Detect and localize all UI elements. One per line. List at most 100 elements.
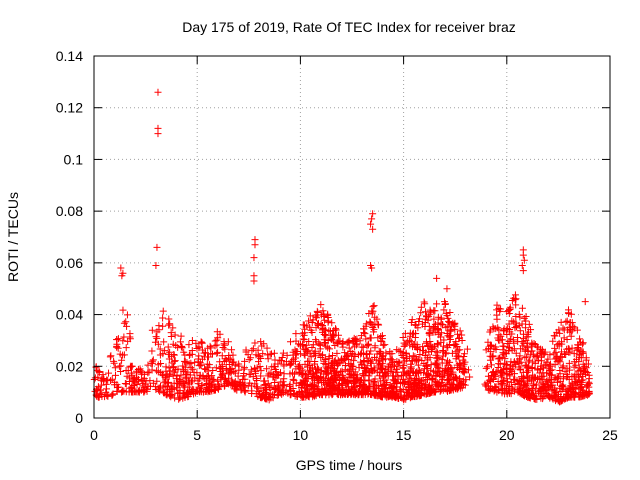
data-point-marker bbox=[130, 382, 138, 389]
data-point-marker bbox=[298, 366, 306, 374]
data-point-marker bbox=[413, 368, 421, 376]
data-point-marker bbox=[443, 285, 451, 293]
data-point-marker bbox=[306, 323, 314, 331]
data-point-marker bbox=[415, 388, 423, 396]
data-point-marker bbox=[431, 320, 439, 328]
data-point-marker bbox=[113, 387, 121, 395]
data-point-marker bbox=[117, 368, 125, 376]
data-point-marker bbox=[544, 383, 552, 391]
data-point-marker bbox=[166, 320, 174, 328]
data-point-marker bbox=[369, 321, 377, 329]
data-point-marker bbox=[116, 350, 124, 358]
data-point-marker bbox=[328, 335, 336, 343]
data-point-marker bbox=[338, 339, 346, 347]
data-point-marker bbox=[437, 372, 445, 380]
data-point-marker bbox=[515, 359, 523, 367]
data-point-marker bbox=[544, 392, 552, 400]
data-point-marker bbox=[444, 364, 452, 372]
data-point-marker bbox=[365, 383, 373, 391]
data-point-marker bbox=[333, 349, 341, 357]
data-point-marker bbox=[579, 372, 587, 380]
data-point-marker bbox=[368, 309, 376, 317]
data-point-marker bbox=[279, 349, 287, 357]
data-point-marker bbox=[133, 369, 141, 377]
data-point-marker bbox=[410, 377, 418, 385]
data-point-marker bbox=[565, 323, 573, 331]
data-point-marker bbox=[300, 331, 308, 339]
data-point-marker bbox=[176, 338, 184, 346]
data-point-marker bbox=[339, 377, 347, 385]
data-point-marker bbox=[585, 380, 593, 388]
y-tick-label: 0.08 bbox=[56, 203, 83, 219]
data-point-marker bbox=[398, 351, 406, 359]
data-point-marker bbox=[170, 357, 178, 365]
data-point-marker bbox=[205, 382, 213, 390]
data-point-marker bbox=[252, 367, 260, 375]
data-point-marker bbox=[488, 385, 496, 393]
data-point-marker bbox=[162, 363, 170, 371]
data-point-marker bbox=[317, 321, 325, 329]
data-point-marker bbox=[302, 381, 310, 389]
data-point-marker bbox=[249, 345, 257, 353]
data-point-marker bbox=[397, 388, 405, 396]
plot-border bbox=[93, 55, 611, 419]
data-point-marker bbox=[248, 347, 256, 355]
data-point-marker bbox=[288, 369, 296, 377]
data-point-marker bbox=[241, 357, 249, 365]
data-point-marker bbox=[308, 381, 316, 389]
data-point-marker bbox=[441, 300, 449, 308]
data-point-marker bbox=[367, 359, 375, 367]
data-point-marker bbox=[393, 383, 401, 391]
data-point-marker bbox=[170, 351, 178, 359]
data-point-marker bbox=[263, 344, 271, 352]
data-point-marker bbox=[577, 354, 585, 362]
chart-title: Day 175 of 2019, Rate Of TEC Index for r… bbox=[182, 19, 516, 35]
data-point-marker bbox=[261, 377, 269, 385]
data-point-marker bbox=[585, 378, 593, 386]
data-point-marker bbox=[160, 338, 168, 346]
data-point-marker bbox=[442, 349, 450, 357]
data-point-marker bbox=[148, 326, 156, 334]
data-point-marker bbox=[256, 353, 264, 361]
data-point-marker bbox=[333, 368, 341, 376]
data-point-marker bbox=[434, 363, 442, 371]
data-point-marker bbox=[205, 372, 213, 380]
data-point-marker bbox=[539, 350, 547, 358]
data-point-marker bbox=[506, 362, 514, 370]
data-point-marker bbox=[447, 371, 455, 379]
data-point-marker bbox=[451, 322, 459, 330]
data-point-marker bbox=[507, 378, 515, 386]
data-point-marker bbox=[534, 343, 542, 351]
data-point-marker bbox=[578, 376, 586, 384]
data-point-marker bbox=[198, 346, 206, 354]
data-point-marker bbox=[299, 342, 307, 350]
data-point-marker bbox=[544, 377, 552, 385]
data-point-marker bbox=[516, 327, 524, 335]
data-point-marker bbox=[466, 373, 474, 381]
data-point-marker bbox=[163, 372, 171, 380]
data-point-marker bbox=[569, 393, 577, 401]
data-point-marker bbox=[328, 385, 336, 393]
data-point-marker bbox=[528, 347, 536, 355]
data-point-marker bbox=[386, 360, 394, 368]
data-point-marker bbox=[350, 371, 358, 379]
data-point-marker bbox=[460, 350, 468, 358]
data-point-marker bbox=[422, 385, 430, 393]
data-point-marker bbox=[110, 357, 118, 365]
data-point-marker bbox=[557, 397, 565, 405]
data-point-marker bbox=[389, 361, 397, 369]
data-point-marker bbox=[456, 327, 464, 335]
data-point-marker bbox=[343, 352, 351, 360]
data-point-marker bbox=[509, 336, 517, 344]
data-point-marker bbox=[132, 388, 140, 396]
data-point-marker bbox=[159, 350, 167, 358]
data-point-marker bbox=[431, 388, 439, 396]
data-point-marker bbox=[368, 264, 376, 272]
data-point-marker bbox=[349, 362, 357, 370]
data-point-marker bbox=[169, 371, 177, 379]
data-point-marker bbox=[374, 320, 382, 328]
data-point-marker bbox=[262, 393, 270, 401]
data-point-marker bbox=[274, 360, 282, 368]
data-point-marker bbox=[406, 394, 414, 402]
data-point-marker bbox=[228, 346, 236, 354]
